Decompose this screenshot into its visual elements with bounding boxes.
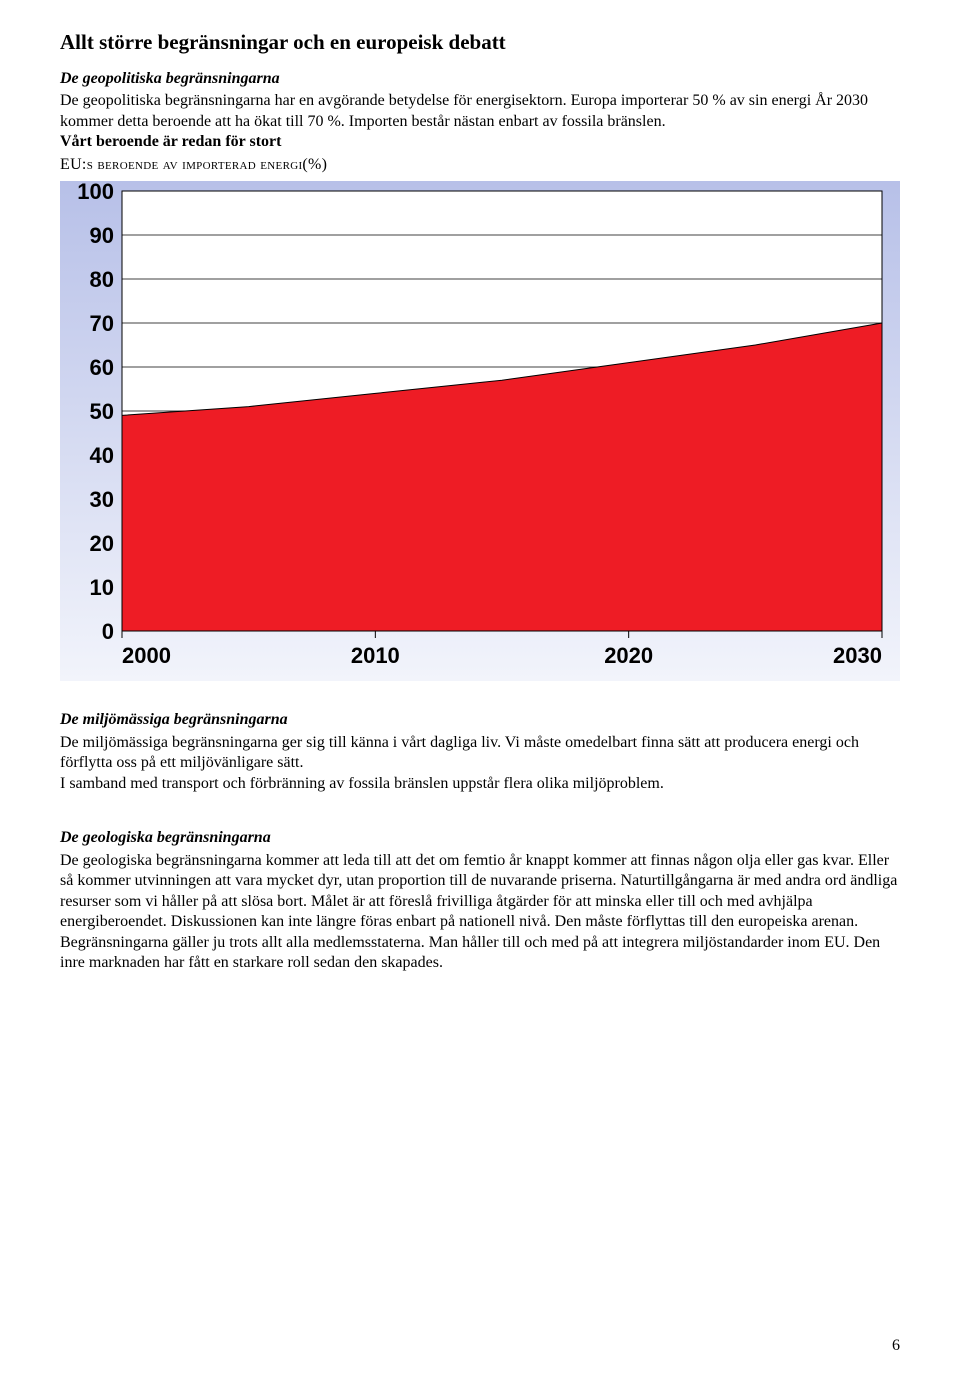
svg-text:70: 70: [90, 311, 114, 336]
svg-text:60: 60: [90, 355, 114, 380]
heading-geological: De geologiska begränsningarna: [60, 828, 900, 848]
dependence-chart: 01020304050607080901002000201020202030: [60, 181, 900, 681]
svg-text:90: 90: [90, 223, 114, 248]
svg-text:100: 100: [77, 181, 114, 204]
svg-text:40: 40: [90, 443, 114, 468]
chart-container: 01020304050607080901002000201020202030: [60, 181, 900, 686]
svg-text:2030: 2030: [833, 643, 882, 668]
paragraph-geopolitical: De geopolitiska begränsningarna har en a…: [60, 91, 900, 152]
chart-caption-prefix: EU:: [60, 156, 87, 173]
svg-text:10: 10: [90, 575, 114, 600]
text-geopolitical-bold: Vårt beroende är redan för stort: [60, 133, 281, 150]
page-title: Allt större begränsningar och en europei…: [60, 30, 900, 55]
chart-caption-rest: s beroende av importerad energi(%): [87, 156, 328, 173]
page: Allt större begränsningar och en europei…: [0, 0, 960, 1385]
svg-text:2000: 2000: [122, 643, 171, 668]
paragraph-environmental: De miljömässiga begränsningarna ger sig …: [60, 733, 900, 794]
svg-text:50: 50: [90, 399, 114, 424]
svg-text:20: 20: [90, 531, 114, 556]
page-number: 6: [892, 1337, 900, 1355]
svg-text:2010: 2010: [351, 643, 400, 668]
svg-text:2020: 2020: [604, 643, 653, 668]
svg-text:80: 80: [90, 267, 114, 292]
heading-environmental: De miljömässiga begränsningarna: [60, 710, 900, 730]
svg-text:30: 30: [90, 487, 114, 512]
text-geopolitical-body: De geopolitiska begränsningarna har en a…: [60, 92, 868, 129]
svg-text:0: 0: [102, 619, 114, 644]
chart-caption: EU:s beroende av importerad energi(%): [60, 155, 900, 175]
heading-geopolitical: De geopolitiska begränsningarna: [60, 69, 900, 89]
paragraph-geological: De geologiska begränsningarna kommer att…: [60, 851, 900, 974]
